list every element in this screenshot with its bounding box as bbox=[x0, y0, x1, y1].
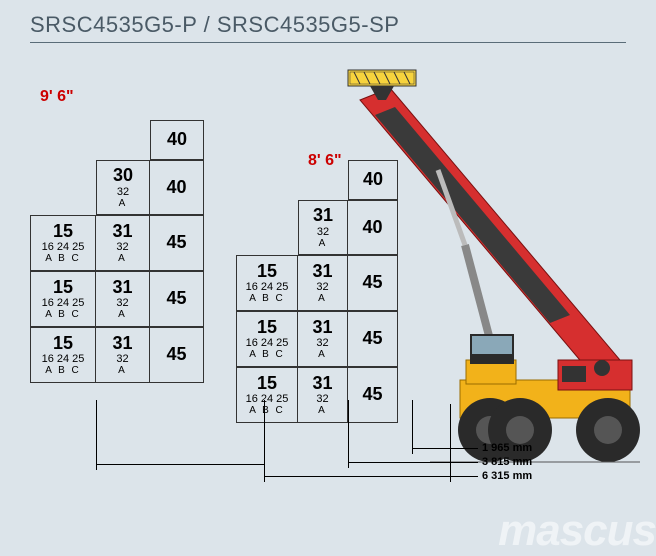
cell: 40 bbox=[150, 120, 204, 160]
cell: 31 32 A bbox=[96, 327, 150, 383]
cell: 15 16 24 25 A B C bbox=[236, 311, 298, 367]
cell: 45 bbox=[150, 327, 204, 383]
chart-label-9-6: 9' 6" bbox=[40, 88, 74, 106]
cell: 15 16 24 25 A B C bbox=[236, 255, 298, 311]
cell-empty bbox=[236, 200, 298, 255]
cell: 31 32 A bbox=[96, 271, 150, 327]
dim-6315: 6 315 mm bbox=[94, 470, 474, 482]
cell-empty bbox=[30, 160, 96, 215]
cell: 31 32 A bbox=[96, 215, 150, 271]
cell-empty bbox=[236, 160, 298, 200]
cell: 15 16 24 25 A B C bbox=[30, 327, 96, 383]
cell: 40 bbox=[150, 160, 204, 215]
cell: 15 16 24 25 A B C bbox=[30, 215, 96, 271]
cell: 45 bbox=[150, 215, 204, 271]
watermark: mascus bbox=[498, 506, 656, 556]
dim-1965: 1 965 mm bbox=[94, 442, 474, 454]
cell-empty bbox=[30, 120, 96, 160]
dim-3815: 3 815 mm bbox=[94, 456, 474, 468]
cell: 45 bbox=[150, 271, 204, 327]
title-bar: SRSC4535G5-P / SRSC4535G5-SP bbox=[30, 12, 626, 43]
cell-empty bbox=[96, 120, 150, 160]
grid-left: 40 30 32 A 40 15 16 24 25 A B C 31 32 A … bbox=[30, 120, 204, 383]
model-title: SRSC4535G5-P / SRSC4535G5-SP bbox=[30, 12, 626, 38]
load-chart-9-6: 9' 6" 40 30 32 A 40 15 16 24 25 A B C 31… bbox=[30, 120, 204, 383]
cell: 15 16 24 25 A B C bbox=[30, 271, 96, 327]
cell: 15 16 24 25 A B C bbox=[236, 367, 298, 423]
cell: 30 32 A bbox=[96, 160, 150, 215]
reach-stacker-illustration bbox=[320, 60, 640, 480]
